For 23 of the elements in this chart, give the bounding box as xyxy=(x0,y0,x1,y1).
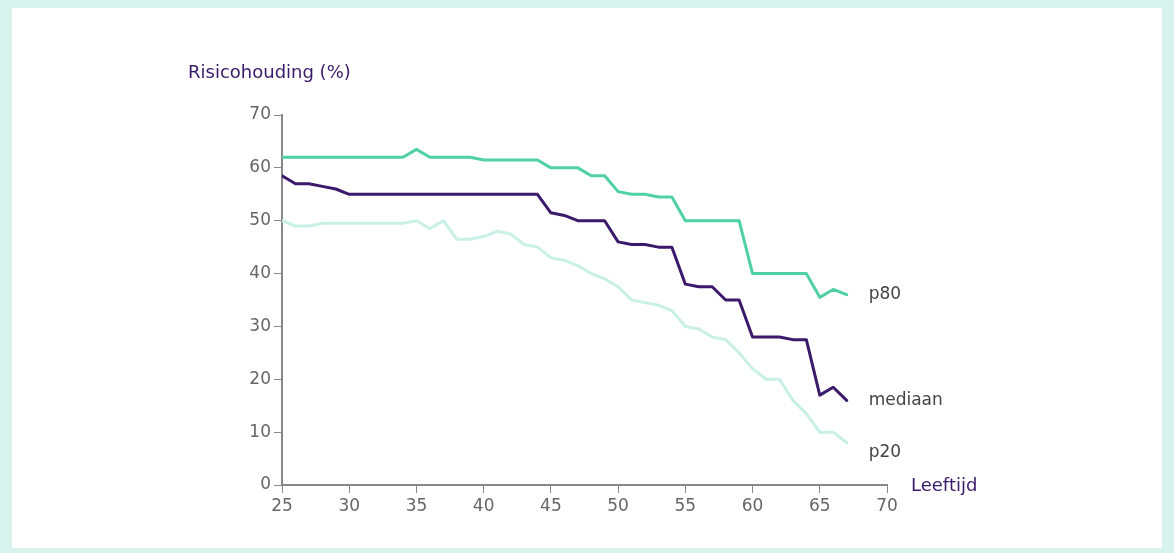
series-label: p80 xyxy=(868,283,902,304)
y-tick-label: 0 xyxy=(260,473,271,494)
series-label: mediaan xyxy=(868,388,943,409)
y-tick-label: 50 xyxy=(249,209,271,230)
y-tick-label: 30 xyxy=(249,314,271,335)
x-axis-title: Leeftijd xyxy=(911,474,978,495)
y-tick-label: 10 xyxy=(249,420,271,441)
y-tick-label: 60 xyxy=(249,156,271,177)
x-tick-label: 40 xyxy=(472,494,495,515)
x-tick-label: 55 xyxy=(674,494,697,515)
x-tick-label: 70 xyxy=(876,494,898,515)
y-tick-label: 70 xyxy=(249,103,271,124)
y-tick-label: 20 xyxy=(249,367,271,388)
x-tick-label: 60 xyxy=(741,494,764,515)
y-axis-title: Risicohouding (%) xyxy=(188,61,351,82)
x-tick-label: 65 xyxy=(808,494,831,515)
x-tick-label: 35 xyxy=(405,494,428,515)
x-tick-label: 25 xyxy=(271,494,293,515)
x-tick-label: 30 xyxy=(338,494,361,515)
series-label: p20 xyxy=(868,441,902,462)
x-tick-label: 45 xyxy=(540,494,562,515)
y-tick-label: 40 xyxy=(249,261,271,282)
x-tick-label: 50 xyxy=(607,494,629,515)
